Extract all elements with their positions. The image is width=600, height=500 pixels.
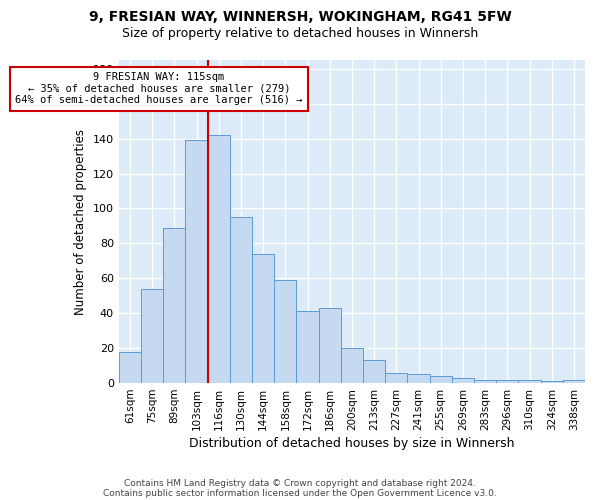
Bar [430,376,452,383]
Bar [341,348,363,383]
Bar [563,380,585,383]
Bar [407,374,430,383]
Bar [208,135,230,383]
Bar [452,378,474,383]
Bar [230,217,252,383]
Bar [319,308,341,383]
Bar [119,352,141,383]
Bar [296,312,319,383]
Text: Contains HM Land Registry data © Crown copyright and database right 2024.: Contains HM Land Registry data © Crown c… [124,478,476,488]
Bar [541,382,563,383]
Text: Contains public sector information licensed under the Open Government Licence v3: Contains public sector information licen… [103,488,497,498]
Bar [363,360,385,383]
Bar [141,289,163,383]
Text: Size of property relative to detached houses in Winnersh: Size of property relative to detached ho… [122,28,478,40]
Bar [163,228,185,383]
Bar [252,254,274,383]
X-axis label: Distribution of detached houses by size in Winnersh: Distribution of detached houses by size … [189,437,515,450]
Bar [185,140,208,383]
Bar [496,380,518,383]
Bar [385,372,407,383]
Bar [474,380,496,383]
Bar [274,280,296,383]
Bar [518,380,541,383]
Text: 9 FRESIAN WAY: 115sqm
← 35% of detached houses are smaller (279)
64% of semi-det: 9 FRESIAN WAY: 115sqm ← 35% of detached … [15,72,302,106]
Y-axis label: Number of detached properties: Number of detached properties [74,128,88,314]
Text: 9, FRESIAN WAY, WINNERSH, WOKINGHAM, RG41 5FW: 9, FRESIAN WAY, WINNERSH, WOKINGHAM, RG4… [89,10,511,24]
